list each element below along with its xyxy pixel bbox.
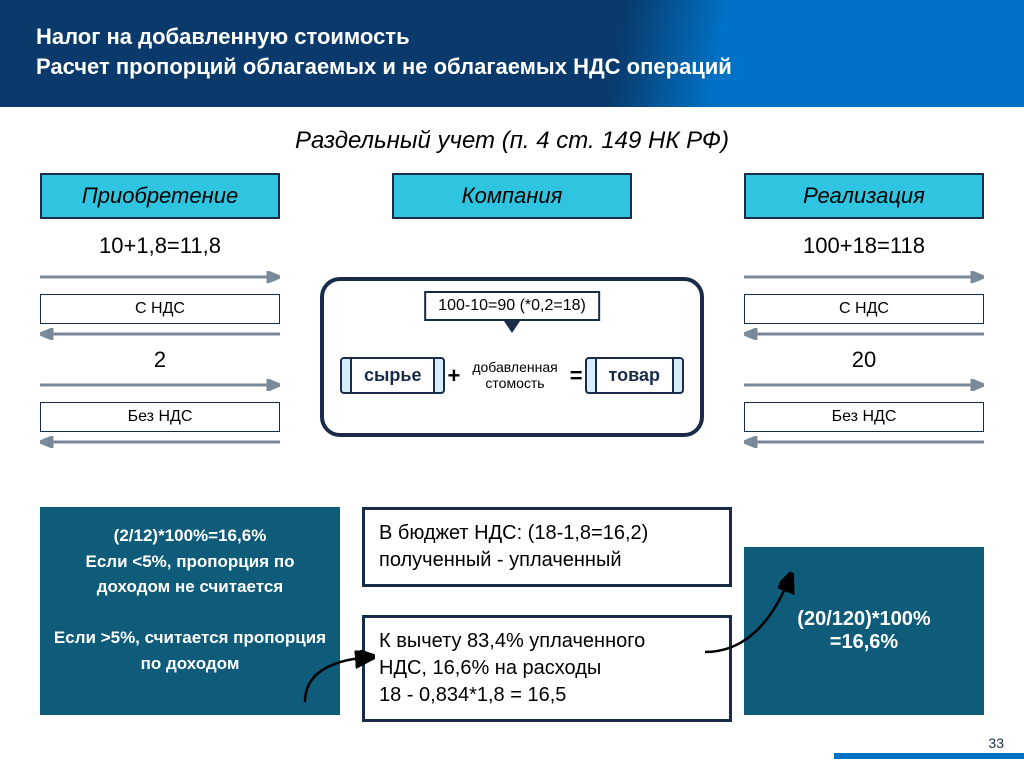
arrow-right-icon (744, 271, 984, 283)
arrow-left-icon (40, 436, 280, 448)
box-acquisition: Приобретение (40, 173, 280, 219)
center-equation: сырье + добавленная стомость = товар (324, 357, 700, 394)
info2-line3: 18 - 0,834*1,8 = 16,5 (379, 682, 715, 709)
arrow-left-icon (744, 436, 984, 448)
box-company: Компания (392, 173, 632, 219)
arrow-right-icon (744, 379, 984, 391)
info1-line1: В бюджет НДС: (18-1,8=16,2) (379, 520, 715, 547)
right-with-vat: С НДС (744, 294, 984, 324)
info1-line2: полученный - уплаченный (379, 547, 715, 574)
left-proportion-panel: (2/12)*100%=16,6% Если <5%, пропорция по… (40, 507, 340, 715)
tag-raw: сырье (350, 357, 435, 394)
slide-header: Налог на добавленную стоимость Расчет пр… (0, 0, 1024, 107)
callout-tail-icon (504, 321, 520, 333)
header-line2: Расчет пропорций облагаемых и не облагае… (36, 52, 988, 82)
right-flow-column: 100+18=118 С НДС 20 Без НДС (744, 227, 984, 455)
added-value-label: добавленная стомость (472, 360, 557, 391)
info2-line2: НДС, 16,6% на расходы (379, 655, 715, 682)
right-calc: 100+18=118 (744, 233, 984, 259)
box-sale: Реализация (744, 173, 984, 219)
right-without-vat: Без НДС (744, 402, 984, 432)
info2-line1: К вычету 83,4% уплаченного (379, 628, 715, 655)
arrow-left-icon (744, 328, 984, 340)
center-callout: 100-10=90 (*0,2=18) (424, 291, 600, 321)
center-box: 100-10=90 (*0,2=18) сырье + добавленная … (320, 277, 704, 437)
plus-sign: + (447, 363, 460, 389)
equals-sign: = (570, 363, 583, 389)
footer-strip (834, 753, 1024, 759)
curve-arrow-icon (700, 567, 800, 657)
budget-vat-box: В бюджет НДС: (18-1,8=16,2) полученный -… (362, 507, 732, 587)
left-num: 2 (40, 347, 280, 373)
header-line1: Налог на добавленную стоимость (36, 22, 988, 52)
bottom-region: (2/12)*100%=16,6% Если <5%, пропорция по… (0, 507, 1024, 757)
tag-goods: товар (595, 357, 674, 394)
left-calc: 10+1,8=11,8 (40, 233, 280, 259)
top-box-row: Приобретение Компания Реализация (0, 173, 1024, 219)
left-without-vat: Без НДС (40, 402, 280, 432)
arrow-right-icon (40, 379, 280, 391)
arrow-right-icon (40, 271, 280, 283)
mid-region: 10+1,8=11,8 С НДС 2 Без НДС 100+18=118 С… (0, 227, 1024, 507)
curve-arrow-icon (300, 647, 390, 707)
left-with-vat: С НДС (40, 294, 280, 324)
left-flow-column: 10+1,8=11,8 С НДС 2 Без НДС (40, 227, 280, 455)
deduction-box: К вычету 83,4% уплаченного НДС, 16,6% на… (362, 615, 732, 722)
subtitle: Раздельный учет (п. 4 ст. 149 НК РФ) (0, 127, 1024, 155)
arrow-left-icon (40, 328, 280, 340)
right-num: 20 (744, 347, 984, 373)
page-number: 33 (988, 735, 1004, 751)
